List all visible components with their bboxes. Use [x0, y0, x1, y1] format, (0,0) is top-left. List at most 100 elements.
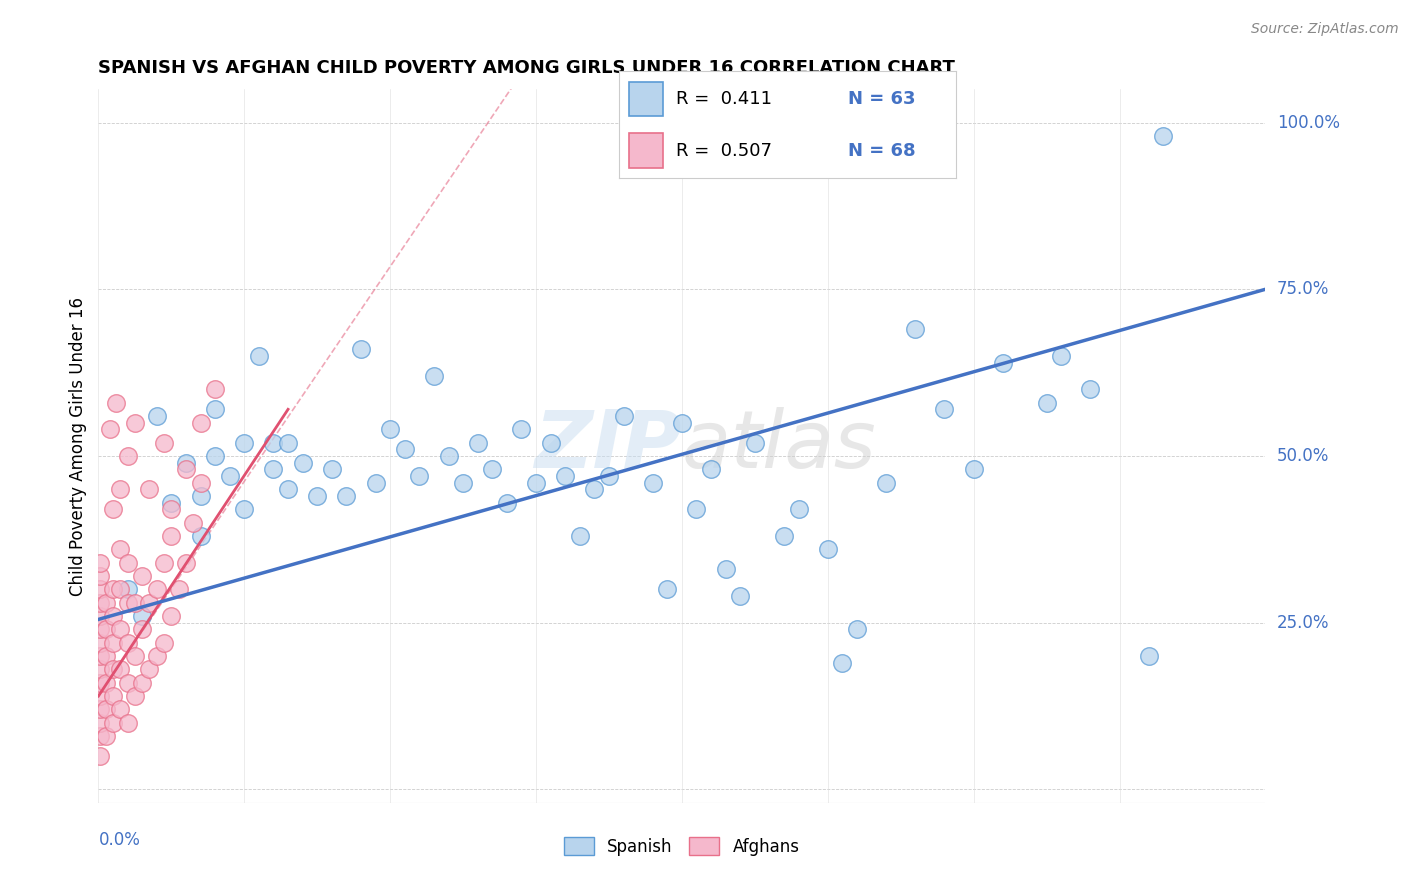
Point	[962, 462, 984, 476]
Point	[744, 435, 766, 450]
Point	[110, 582, 132, 597]
Text: SPANISH VS AFGHAN CHILD POVERTY AMONG GIRLS UNDER 16 CORRELATION CHART: SPANISH VS AFGHAN CHILD POVERTY AMONG GI…	[98, 59, 955, 77]
Point	[423, 368, 446, 383]
Point	[89, 662, 111, 676]
Point	[685, 502, 707, 516]
Point	[174, 456, 197, 470]
Point	[1050, 349, 1073, 363]
Point	[89, 596, 111, 610]
Text: N = 63: N = 63	[848, 90, 915, 108]
Point	[117, 556, 139, 570]
Point	[98, 422, 121, 436]
Point	[481, 462, 503, 476]
Point	[568, 529, 591, 543]
Text: atlas: atlas	[682, 407, 877, 485]
Point	[160, 529, 183, 543]
Point	[160, 496, 183, 510]
Point	[495, 496, 517, 510]
Point	[540, 435, 562, 450]
Point	[1137, 649, 1160, 664]
Text: R =  0.411: R = 0.411	[676, 90, 772, 108]
Point	[233, 502, 256, 516]
Point	[167, 582, 190, 597]
Point	[773, 529, 796, 543]
Point	[131, 675, 153, 690]
Point	[94, 596, 117, 610]
Point	[451, 475, 474, 490]
Point	[89, 749, 111, 764]
Point	[101, 636, 124, 650]
Point	[728, 589, 751, 603]
Point	[408, 469, 430, 483]
Point	[204, 382, 226, 396]
Point	[146, 409, 169, 423]
Point	[700, 462, 723, 476]
Point	[218, 469, 240, 483]
Point	[101, 715, 124, 730]
Point	[89, 649, 111, 664]
Point	[89, 675, 111, 690]
Point	[89, 556, 111, 570]
Point	[467, 435, 489, 450]
Point	[1035, 395, 1057, 409]
Point	[1152, 128, 1174, 143]
Point	[307, 489, 329, 503]
Text: 100.0%: 100.0%	[1277, 113, 1340, 131]
Point	[104, 395, 127, 409]
Point	[138, 596, 160, 610]
Point	[190, 489, 212, 503]
Point	[94, 675, 117, 690]
Point	[110, 662, 132, 676]
Text: 0.0%: 0.0%	[98, 831, 141, 849]
Point	[350, 343, 373, 357]
Point	[153, 556, 176, 570]
Point	[89, 729, 111, 743]
Point	[394, 442, 416, 457]
Point	[117, 596, 139, 610]
Point	[190, 529, 212, 543]
Y-axis label: Child Poverty Among Girls Under 16: Child Poverty Among Girls Under 16	[69, 296, 87, 596]
Point	[117, 636, 139, 650]
Point	[110, 702, 132, 716]
Point	[124, 689, 146, 703]
Point	[787, 502, 810, 516]
Point	[1080, 382, 1102, 396]
Point	[190, 416, 212, 430]
Point	[101, 662, 124, 676]
Text: 75.0%: 75.0%	[1277, 280, 1330, 298]
Point	[146, 582, 169, 597]
Point	[247, 349, 270, 363]
Point	[146, 649, 169, 664]
Point	[641, 475, 664, 490]
Point	[131, 623, 153, 637]
Point	[160, 609, 183, 624]
Point	[321, 462, 343, 476]
Point	[131, 569, 153, 583]
Point	[94, 623, 117, 637]
Point	[153, 435, 176, 450]
Point	[89, 715, 111, 730]
Point	[138, 662, 160, 676]
Point	[124, 596, 146, 610]
Point	[89, 582, 111, 597]
Point	[89, 636, 111, 650]
Point	[335, 489, 357, 503]
Point	[817, 542, 839, 557]
Point	[138, 483, 160, 497]
Text: 50.0%: 50.0%	[1277, 447, 1330, 465]
Point	[845, 623, 868, 637]
Point	[262, 462, 284, 476]
Bar	[628, 82, 662, 116]
Point	[131, 609, 153, 624]
Point	[101, 689, 124, 703]
Point	[124, 416, 146, 430]
Point	[714, 562, 737, 576]
Point	[934, 402, 956, 417]
Point	[117, 715, 139, 730]
Text: ZIP: ZIP	[534, 407, 682, 485]
Point	[190, 475, 212, 490]
Point	[89, 623, 111, 637]
Point	[657, 582, 679, 597]
Point	[831, 656, 853, 670]
Point	[117, 449, 139, 463]
